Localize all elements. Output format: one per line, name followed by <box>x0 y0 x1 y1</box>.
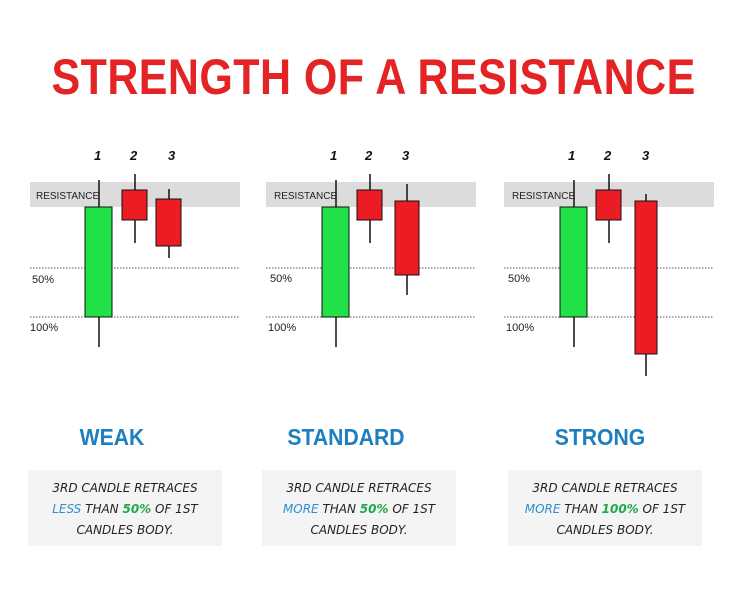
caption-text: THAN <box>81 502 123 516</box>
caption-percent: 50% <box>122 502 152 516</box>
candle-number-1: 1 <box>94 148 101 163</box>
candle-2-body <box>356 189 383 221</box>
candle-number-3: 3 <box>642 148 650 163</box>
caption-percent: 50% <box>359 502 389 516</box>
caption-comparative: MORE <box>524 502 561 516</box>
full-label: 100% <box>506 322 534 334</box>
heading-standard: STANDARD <box>287 424 405 450</box>
half-label: 50% <box>32 274 54 286</box>
resistance-label: RESISTANCE <box>274 191 337 202</box>
candle-number-2: 2 <box>364 148 373 163</box>
caption-line: MORE THAN 50% OF 1ST <box>262 499 456 520</box>
caption-comparative: MORE <box>282 502 319 516</box>
full-label: 100% <box>30 322 58 334</box>
candle-number-2: 2 <box>129 148 138 163</box>
candle-3-body <box>634 200 658 355</box>
caption-line: CANDLES BODY. <box>76 523 174 537</box>
caption-weak: 3RD CANDLE RETRACES LESS THAN 50% OF 1ST… <box>28 470 222 546</box>
caption-line: LESS THAN 50% OF 1ST <box>28 499 222 520</box>
candle-1-body <box>321 206 350 318</box>
caption-comparative: LESS <box>52 502 82 516</box>
candle-3-body <box>394 200 420 276</box>
heading-weak: WEAK <box>79 424 145 450</box>
candlestick-diagram-strong: RESISTANCE 50% 100% 1 2 3 <box>504 148 714 376</box>
caption-text: OF 1ST <box>638 502 686 516</box>
caption-strong: 3RD CANDLE RETRACES MORE THAN 100% OF 1S… <box>508 470 702 546</box>
half-label: 50% <box>270 273 292 285</box>
caption-line: 3RD CANDLE RETRACES <box>52 481 198 495</box>
candle-number-3: 3 <box>402 148 410 163</box>
caption-line: CANDLES BODY. <box>310 523 408 537</box>
full-label: 100% <box>268 322 296 334</box>
candle-1-body <box>559 206 588 318</box>
candle-1-body <box>84 206 113 318</box>
panel-strong: RESISTANCE 50% 100% 1 2 3 <box>504 140 728 390</box>
page-title: STRENGTH OF A RESISTANCE <box>51 49 696 105</box>
caption-standard: 3RD CANDLE RETRACES MORE THAN 50% OF 1ST… <box>262 470 456 546</box>
panel-standard: RESISTANCE 50% 100% 1 2 3 <box>266 140 490 390</box>
caption-line: 3RD CANDLE RETRACES <box>532 481 678 495</box>
candlestick-diagram-weak: RESISTANCE 50% 100% 1 2 3 <box>30 148 240 347</box>
caption-percent: 100% <box>601 502 639 516</box>
candle-2-body <box>595 189 622 221</box>
caption-line: 3RD CANDLE RETRACES <box>286 481 432 495</box>
caption-line: MORE THAN 100% OF 1ST <box>508 499 702 520</box>
caption-text: OF 1ST <box>151 502 198 516</box>
heading-strong: STRONG <box>554 424 646 450</box>
caption-text: OF 1ST <box>388 502 436 516</box>
caption-text: THAN <box>318 502 360 516</box>
caption-line: CANDLES BODY. <box>556 523 654 537</box>
caption-text: THAN <box>560 502 602 516</box>
candle-number-2: 2 <box>603 148 612 163</box>
candle-number-1: 1 <box>568 148 575 163</box>
candlestick-diagram-standard: RESISTANCE 50% 100% 1 2 3 <box>266 148 476 347</box>
candle-number-3: 3 <box>168 148 176 163</box>
candle-number-1: 1 <box>330 148 337 163</box>
candle-2-body <box>121 189 148 221</box>
resistance-label: RESISTANCE <box>512 191 575 202</box>
panel-weak: RESISTANCE 50% 100% 1 2 3 <box>30 140 254 390</box>
half-label: 50% <box>508 273 530 285</box>
resistance-label: RESISTANCE <box>36 191 99 202</box>
candle-3-body <box>155 198 182 247</box>
